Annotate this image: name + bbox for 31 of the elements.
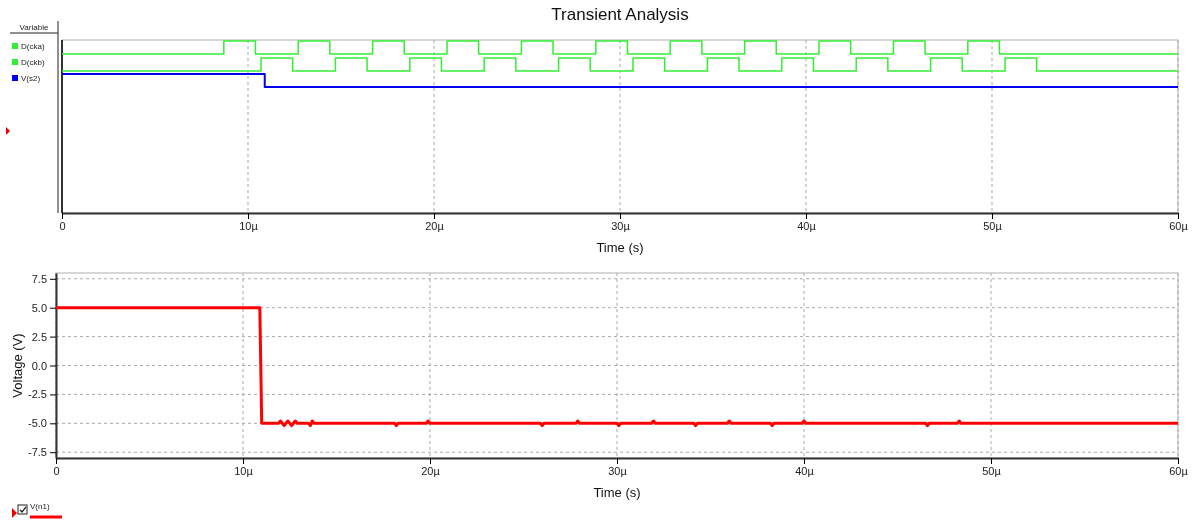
x-tick-label: 40µ xyxy=(795,464,815,477)
line-series xyxy=(54,306,1180,428)
x-axis-title: Time (s) xyxy=(596,240,644,255)
x-tick-label: 10µ xyxy=(239,219,259,232)
y-tick-label: 5.0 xyxy=(31,301,47,314)
y-tick-label: -2.5 xyxy=(28,388,47,401)
text: V(n1) xyxy=(30,502,50,511)
x-tick-label: 40µ xyxy=(797,219,817,232)
x-tick-label: 50µ xyxy=(983,219,1003,232)
x-tick-label: 0 xyxy=(53,464,60,477)
x-tick-label: 30µ xyxy=(608,464,628,477)
y-tick-label: 2.5 xyxy=(31,330,47,343)
chart-title: Transient Analysis xyxy=(551,5,689,24)
y-tick-label: -5.0 xyxy=(28,417,47,430)
y-axis-title: Voltage (V) xyxy=(10,333,25,398)
x-axis-title: Time (s) xyxy=(593,485,641,500)
x-tick-label: 60µ xyxy=(1169,219,1189,232)
legend-title: Variable xyxy=(19,23,49,32)
legend-label: D(cka) xyxy=(21,42,45,51)
x-tick-label: 0 xyxy=(59,219,66,232)
x-tick-label: 10µ xyxy=(234,464,254,477)
y-tick-label: 0.0 xyxy=(31,359,47,372)
x-tick-label: 20µ xyxy=(425,219,445,232)
legend-label: D(ckb) xyxy=(21,58,45,67)
x-tick-label: 30µ xyxy=(611,219,631,232)
x-tick-label: 60µ xyxy=(1169,464,1189,477)
y-tick-label: 7.5 xyxy=(31,272,47,285)
x-tick-label: 20µ xyxy=(421,464,441,477)
x-tick-label: 50µ xyxy=(982,464,1002,477)
y-tick-label: -7.5 xyxy=(28,446,47,459)
legend-label: V(s2) xyxy=(21,74,41,83)
